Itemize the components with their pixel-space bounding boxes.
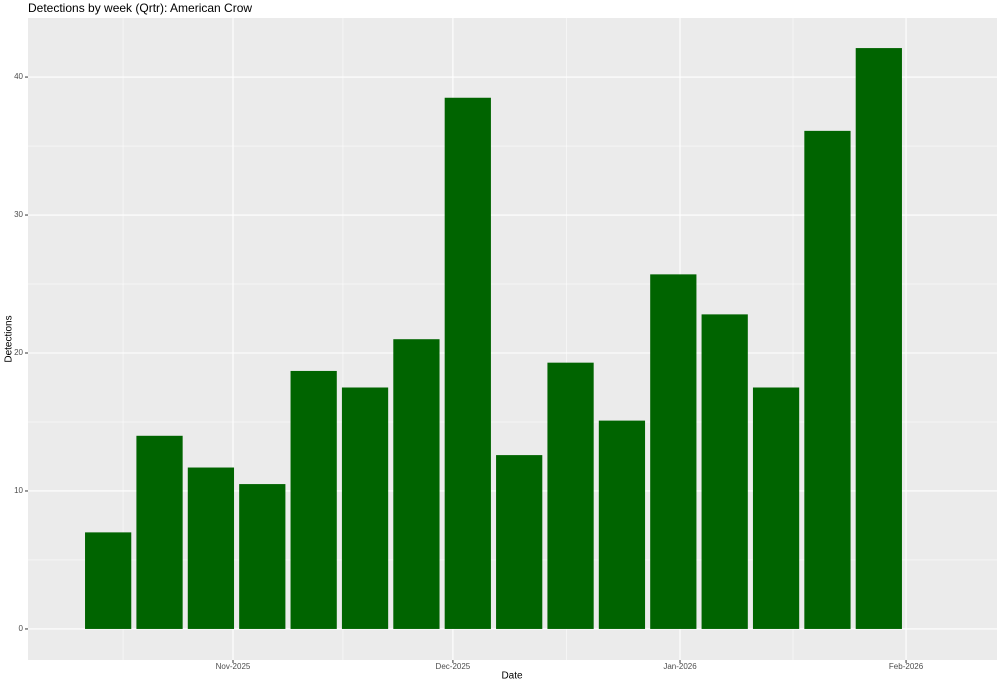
bar — [239, 484, 286, 629]
bar — [547, 362, 594, 629]
bar — [496, 455, 543, 629]
bar — [187, 467, 235, 629]
y-axis-title: Detections — [4, 315, 15, 362]
x-tick-label: Dec-2025 — [436, 662, 471, 671]
bar — [444, 97, 491, 629]
y-tick-label: 20 — [14, 348, 23, 357]
y-tick-label: 40 — [14, 72, 23, 81]
bar — [290, 370, 337, 629]
bar — [804, 130, 851, 629]
bar — [650, 274, 697, 629]
bar — [85, 532, 132, 629]
y-tick-label: 0 — [19, 624, 24, 633]
x-axis-title: Date — [501, 671, 523, 682]
chart-title: Detections by week (Qrtr): American Crow — [28, 1, 252, 15]
bar — [341, 387, 389, 629]
x-tick-label: Jan-2026 — [663, 662, 697, 671]
x-tick-label: Feb-2026 — [889, 662, 924, 671]
bar — [393, 339, 440, 629]
bar — [701, 314, 748, 629]
bar — [752, 387, 800, 629]
y-tick-label: 10 — [14, 486, 23, 495]
marks — [85, 48, 902, 629]
bar — [136, 435, 183, 629]
bar — [855, 48, 902, 629]
y-tick-label: 30 — [14, 210, 23, 219]
bar — [598, 420, 646, 629]
x-tick-label: Nov-2025 — [216, 662, 251, 671]
